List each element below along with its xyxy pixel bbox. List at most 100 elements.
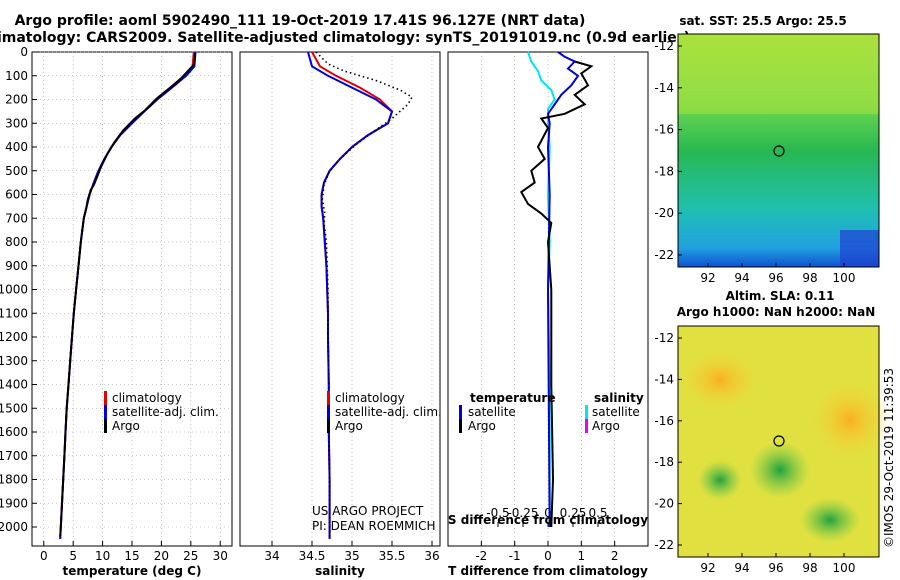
map-x-tick-label: 98 [802, 271, 817, 285]
map-y-tick-label: -14 [654, 81, 674, 95]
map-x-tick-label: 100 [833, 271, 856, 285]
x-tick-label: 20 [154, 549, 169, 563]
temperature-frame [31, 51, 233, 547]
series-argo [59, 53, 196, 537]
legend-t-argo-swatch [459, 419, 462, 433]
s-tick-label: 0.5 [588, 506, 607, 520]
map-x-tick-label: 98 [802, 561, 817, 575]
map-y-tick-label: -12 [654, 331, 674, 345]
x-tick-label: 36 [424, 549, 439, 563]
legend-t-satellite-swatch [459, 405, 462, 419]
sst-cold-corner [840, 230, 879, 267]
title-line1: Argo profile: aoml 5902490_111 19-Oct-20… [15, 13, 586, 29]
map-x-tick-label: 92 [700, 271, 715, 285]
x-tick-label: 10 [95, 549, 110, 563]
sla-low-2 [750, 442, 810, 498]
salinity-x-ticks: 34 34.5 35 35.5 36 [264, 541, 440, 563]
legend-temperature-title: temperature [470, 391, 555, 405]
map-y-tick-label: -20 [654, 497, 674, 511]
temperature-legend: climatology satellite-adj. clim. Argo [104, 391, 219, 433]
x-tick-label: 34 [264, 549, 279, 563]
y-tick-label: 200 [5, 93, 28, 107]
sla-low-1 [698, 460, 742, 500]
map-x-tick-label: 100 [833, 561, 856, 575]
difference-panel: -2 -1 0 1 2 -0.5-0.25 0 0.25 0.5 T difference f… [447, 51, 649, 578]
legend-climatology: climatology [112, 391, 182, 405]
sla-map-title2: Argo h1000: NaN h2000: NaN [677, 305, 876, 319]
project-line1: US ARGO PROJECT [312, 504, 424, 518]
y-tick-label: 900 [5, 259, 28, 273]
legend-climatology-swatch [104, 391, 107, 405]
sst-map-title: sat. SST: 25.5 Argo: 25.5 [679, 14, 846, 28]
x-tick-label: 30 [213, 549, 228, 563]
y-tick-label: 1300 [0, 354, 28, 368]
legend-climatology-swatch [327, 391, 330, 405]
y-tick-label: 1700 [0, 449, 28, 463]
x-tick-label: 25 [183, 549, 198, 563]
sst-warm-band [678, 34, 879, 114]
legend-s-satellite: satellite [592, 405, 640, 419]
map-x-tick-label: 96 [768, 271, 783, 285]
sst-field [678, 34, 879, 267]
y-tick-label: 1800 [0, 473, 28, 487]
x-tick-label: 2 [611, 549, 619, 563]
legend-satellite: satellite-adj. clim. [112, 405, 219, 419]
y-tick-label: 1600 [0, 425, 28, 439]
x-tick-label: -2 [475, 549, 487, 563]
legend-salinity-title: salinity [594, 391, 644, 405]
credit-text: ©IMOS 29-Oct-2019 11:39:53 [882, 368, 896, 548]
legend-satellite-swatch [104, 405, 107, 419]
y-tick-label: 800 [5, 235, 28, 249]
title-line2: Climatology: CARS2009. Satellite-adjuste… [0, 30, 690, 46]
series-t-satellite [546, 51, 580, 528]
legend-climatology: climatology [335, 391, 405, 405]
s-tick-label: -0.25 [507, 506, 538, 520]
map-x-tick-label: 94 [734, 561, 749, 575]
y-tick-label: 1900 [0, 496, 28, 510]
y-tick-label: 1200 [0, 330, 28, 344]
map-y-tick-label: -16 [654, 414, 674, 428]
temperature-x-ticks: 0 5 10 15 20 25 30 [40, 541, 228, 563]
sst-frame [677, 33, 880, 268]
salinity-panel: 34 34.5 35 35.5 36 salinity climatology sate… [239, 51, 442, 578]
sla-low-3 [800, 498, 860, 542]
legend-t-argo: Argo [468, 419, 496, 433]
difference-series [519, 51, 594, 528]
sst-x-ticks: 92 94 96 98 100 [700, 263, 855, 285]
x-tick-label: 34.5 [299, 549, 326, 563]
legend-satellite: satellite-adj. clim. [335, 405, 442, 419]
difference-x-ticks: -2 -1 0 1 2 [475, 541, 618, 563]
salinity-frame [239, 51, 441, 547]
x-tick-label: 0 [40, 549, 48, 563]
salinity-legend: climatology satellite-adj. clim. Argo [327, 391, 442, 433]
sst-y-ticks: -12 -14 -16 -18 -20 -22 [654, 39, 682, 262]
legend-argo-swatch [327, 419, 330, 433]
map-y-tick-label: -14 [654, 372, 674, 386]
difference-xlabel: T difference from climatology [448, 564, 648, 578]
y-tick-label: 700 [5, 211, 28, 225]
temperature-panel: 0100200300400500600700800900100011001200… [0, 45, 233, 578]
map-x-tick-label: 96 [768, 561, 783, 575]
legend-argo-swatch [104, 419, 107, 433]
x-tick-label: 5 [69, 549, 77, 563]
sla-y-ticks: -12 -14 -16 -18 -20 -22 [654, 331, 682, 552]
sla-map: Altim. SLA: 0.11 Argo h1000: NaN h2000: … [654, 289, 890, 575]
x-tick-label: 35.5 [379, 549, 406, 563]
sla-frame [677, 325, 880, 558]
y-tick-label: 1400 [0, 378, 28, 392]
series-satellite-adj-clim- [307, 51, 394, 539]
temperature-series [59, 51, 197, 539]
temperature-y-ticks: 0 100 200 300 400 500 600 700 800 900 1000 1100 1200… [0, 45, 37, 534]
s-tick-label: 0 [544, 506, 552, 520]
legend-argo: Argo [112, 419, 140, 433]
difference-s-ticks: -0.5-0.25 0 0.25 0.5 [486, 506, 608, 527]
map-y-tick-label: -22 [654, 248, 674, 262]
x-tick-label: 0 [544, 549, 552, 563]
map-y-tick-label: -18 [654, 164, 674, 178]
legend-s-argo-swatch [585, 419, 588, 433]
legend-argo: Argo [335, 419, 363, 433]
sla-x-ticks: 92 94 96 98 100 [700, 553, 855, 575]
series-t-argo [519, 60, 594, 528]
s-tick-label: 0.25 [560, 506, 587, 520]
